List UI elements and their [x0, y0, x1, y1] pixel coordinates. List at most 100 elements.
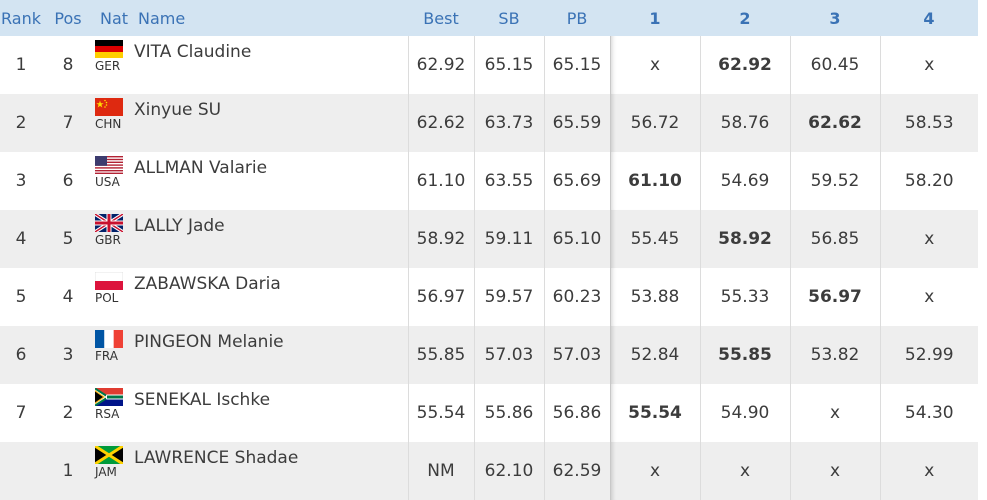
pb-cell: 65.59 — [543, 94, 610, 152]
rank-cell: 1 — [0, 36, 42, 94]
athlete-name[interactable]: PINGEON Melanie — [134, 326, 408, 384]
pos-cell: 5 — [42, 210, 94, 268]
athlete-name[interactable]: LALLY Jade — [134, 210, 408, 268]
attempt-3-cell: 53.82 — [789, 326, 880, 384]
rank-cell: 3 — [0, 152, 42, 210]
attempt-1-cell: 52.84 — [609, 326, 700, 384]
pb-cell: 57.03 — [543, 326, 610, 384]
table-row: 2 7 CHN Xinyue SU 62.62 63.73 65.59 56.72 58.76 6… — [0, 94, 978, 152]
athlete-name[interactable]: SENEKAL Ischke — [134, 384, 408, 442]
pb-cell: 60.23 — [543, 268, 610, 326]
best-cell: 61.10 — [407, 152, 474, 210]
nat-cell: GBR — [94, 210, 134, 268]
attempt-4-cell: x — [879, 268, 978, 326]
table-row: 3 6 USA ALLMAN Valarie 61.10 63.55 65.69 61.10 5… — [0, 152, 978, 210]
best-cell: 55.85 — [407, 326, 474, 384]
attempt-3-cell: 62.62 — [789, 94, 880, 152]
pb-header[interactable]: PB — [544, 0, 610, 36]
athlete-name[interactable]: Xinyue SU — [134, 94, 408, 152]
attempt-4-cell: 52.99 — [879, 326, 978, 384]
country-code: RSA — [95, 407, 120, 421]
attempt-1-cell: 56.72 — [609, 94, 700, 152]
sb-cell: 59.11 — [473, 210, 544, 268]
table-row: 7 2 RSA SENEKAL Ischke 55.54 55.86 56.86 55.54 5… — [0, 384, 978, 442]
uk-flag-icon — [95, 214, 123, 232]
attempt-3-cell: 56.97 — [789, 268, 880, 326]
attempt-2-cell: 62.92 — [699, 36, 790, 94]
table-row: 4 5 GBR LALLY Jade 58.92 59.11 65.10 55.45 58.92… — [0, 210, 978, 268]
attempt-3-header[interactable]: 3 — [790, 0, 880, 36]
attempt-1-cell: 53.88 — [609, 268, 700, 326]
best-cell: 56.97 — [407, 268, 474, 326]
nat-cell: POL — [94, 268, 134, 326]
rank-header[interactable]: Rank — [0, 0, 42, 36]
sb-cell: 59.57 — [473, 268, 544, 326]
pos-cell: 8 — [42, 36, 94, 94]
rank-cell: 4 — [0, 210, 42, 268]
table-row: 6 3 FRA PINGEON Melanie 55.85 57.03 57.03 52.84… — [0, 326, 978, 384]
name-header[interactable]: Name — [134, 0, 408, 36]
header-row: Rank Pos Nat Name Best SB PB 1 2 3 4 — [0, 0, 978, 36]
pos-cell: 4 — [42, 268, 94, 326]
pos-header[interactable]: Pos — [42, 0, 94, 36]
china-flag-icon — [95, 98, 123, 116]
best-cell: 55.54 — [407, 384, 474, 442]
nat-cell: USA — [94, 152, 134, 210]
south-africa-flag-icon — [95, 388, 123, 406]
attempt-1-header[interactable]: 1 — [610, 0, 700, 36]
attempt-3-cell: 59.52 — [789, 152, 880, 210]
sb-header[interactable]: SB — [474, 0, 544, 36]
attempt-4-cell: 54.30 — [879, 384, 978, 442]
attempt-1-cell: 61.10 — [609, 152, 700, 210]
attempt-2-cell: 55.33 — [699, 268, 790, 326]
pb-cell: 65.15 — [543, 36, 610, 94]
attempt-4-header[interactable]: 4 — [880, 0, 978, 36]
attempt-2-cell: 58.92 — [699, 210, 790, 268]
country-code: JAM — [95, 465, 117, 479]
nat-cell: CHN — [94, 94, 134, 152]
attempt-1-cell: 55.45 — [609, 210, 700, 268]
attempt-4-cell: x — [879, 210, 978, 268]
attempt-3-cell: 60.45 — [789, 36, 880, 94]
germany-flag-icon — [95, 40, 123, 58]
attempt-1-cell: 55.54 — [609, 384, 700, 442]
athlete-name[interactable]: ZABAWSKA Daria — [134, 268, 408, 326]
sb-cell: 63.55 — [473, 152, 544, 210]
jamaica-flag-icon — [95, 446, 123, 464]
sb-cell: 65.15 — [473, 36, 544, 94]
pos-cell: 3 — [42, 326, 94, 384]
country-code: GBR — [95, 233, 121, 247]
attempt-4-cell: x — [879, 36, 978, 94]
athlete-name[interactable]: ALLMAN Valarie — [134, 152, 408, 210]
france-flag-icon — [95, 330, 123, 348]
pb-cell: 65.10 — [543, 210, 610, 268]
country-code: USA — [95, 175, 120, 189]
sb-cell: 57.03 — [473, 326, 544, 384]
country-code: POL — [95, 291, 119, 305]
nat-header[interactable]: Nat — [94, 0, 134, 36]
page-margin — [978, 0, 987, 451]
best-cell: 62.62 — [407, 94, 474, 152]
pos-cell: 2 — [42, 384, 94, 442]
attempt-2-cell: 54.90 — [699, 384, 790, 442]
attempt-4-cell: 58.20 — [879, 152, 978, 210]
attempt-3-cell: 56.85 — [789, 210, 880, 268]
pos-cell: 7 — [42, 94, 94, 152]
usa-flag-icon — [95, 156, 123, 174]
attempt-3-cell: x — [789, 384, 880, 442]
attempt-2-cell: 55.85 — [699, 326, 790, 384]
best-header[interactable]: Best — [408, 0, 474, 36]
nat-cell: FRA — [94, 326, 134, 384]
country-code: FRA — [95, 349, 118, 363]
rank-cell: 7 — [0, 384, 42, 442]
attempt-1-cell: x — [609, 36, 700, 94]
best-cell: 58.92 — [407, 210, 474, 268]
poland-flag-icon — [95, 272, 123, 290]
attempt-2-cell: 54.69 — [699, 152, 790, 210]
attempt-2-header[interactable]: 2 — [700, 0, 790, 36]
rank-cell: 2 — [0, 94, 42, 152]
athlete-name[interactable]: VITA Claudine — [134, 36, 408, 94]
pos-cell: 6 — [42, 152, 94, 210]
